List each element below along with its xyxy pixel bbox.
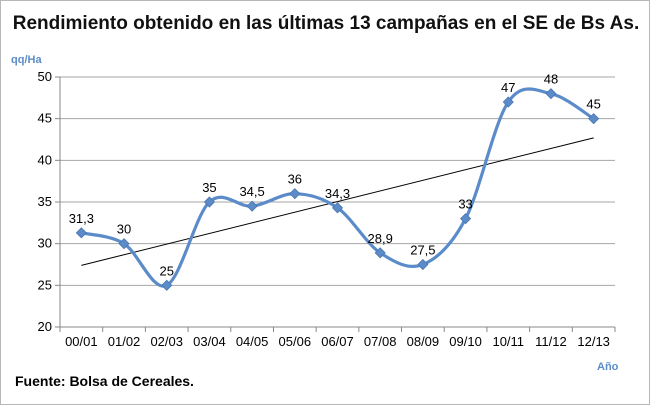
x-tick-07/08: 07/08 bbox=[364, 334, 397, 349]
x-tick-10/11: 10/11 bbox=[492, 334, 524, 349]
data-point-02/03 bbox=[161, 279, 173, 291]
data-label-12/13: 45 bbox=[586, 97, 600, 112]
data-label-05/06: 36 bbox=[288, 172, 302, 187]
y-tick-45: 45 bbox=[38, 111, 52, 126]
x-tick-03/04: 03/04 bbox=[193, 334, 226, 349]
x-tick-01/02: 01/02 bbox=[108, 334, 141, 349]
y-tick-20: 20 bbox=[38, 319, 52, 334]
data-label-08/09: 27,5 bbox=[410, 243, 435, 258]
chart-title: Rendimiento obtenido en las últimas 13 c… bbox=[12, 13, 640, 34]
x-tick-11/12: 11/12 bbox=[535, 334, 567, 349]
data-point-12/13 bbox=[588, 113, 600, 125]
data-point-06/07 bbox=[331, 202, 344, 214]
x-tick-09/10: 09/10 bbox=[449, 334, 482, 349]
axes bbox=[55, 76, 616, 332]
x-axis-label: Año bbox=[597, 361, 619, 373]
data-label-02/03: 25 bbox=[159, 263, 173, 278]
data-point-09/10 bbox=[460, 213, 472, 225]
y-tick-25: 25 bbox=[38, 277, 52, 292]
y-tick-35: 35 bbox=[38, 194, 52, 209]
x-tick-06/07: 06/07 bbox=[321, 334, 354, 349]
data-point-03/04 bbox=[203, 196, 215, 208]
y-tick-40: 40 bbox=[38, 152, 52, 167]
x-tick-12/13: 12/13 bbox=[577, 334, 610, 349]
data-point-01/02 bbox=[118, 238, 130, 250]
data-point-11/12 bbox=[545, 88, 557, 100]
data-label-04/05: 34,5 bbox=[239, 184, 264, 199]
x-tick-00/01: 00/01 bbox=[65, 334, 98, 349]
data-label-00/01: 31,3 bbox=[69, 211, 94, 226]
data-labels: 31,3 30 25 35 34,5 36 34,3 28,9 27,5 33 47 48 45 bbox=[69, 72, 601, 279]
data-point-07/08 bbox=[374, 247, 386, 259]
x-tick-05/06: 05/06 bbox=[279, 334, 312, 349]
x-tick-02/03: 02/03 bbox=[150, 334, 183, 349]
x-tick-08/09: 08/09 bbox=[407, 334, 440, 349]
data-label-10/11: 47 bbox=[501, 80, 515, 95]
data-point-05/06 bbox=[289, 188, 301, 200]
trendline bbox=[81, 137, 594, 266]
y-tick-50: 50 bbox=[38, 69, 52, 84]
data-label-03/04: 35 bbox=[202, 180, 216, 195]
x-tick-labels: 00/01 01/02 02/03 03/04 04/05 05/06 06/07 07/08… bbox=[65, 334, 610, 349]
data-label-06/07: 34,3 bbox=[325, 186, 350, 201]
series-group bbox=[75, 87, 600, 291]
data-point-08/09 bbox=[417, 258, 429, 271]
x-tick-04/05: 04/05 bbox=[236, 334, 269, 349]
source-note: Fuente: Bolsa de Cereales. bbox=[15, 373, 194, 389]
data-label-11/12: 48 bbox=[544, 72, 558, 87]
data-label-07/08: 28,9 bbox=[368, 231, 393, 246]
data-label-09/10: 33 bbox=[458, 197, 472, 212]
y-axis-label: qq/Ha bbox=[11, 54, 42, 66]
data-point-00/01 bbox=[75, 227, 87, 239]
y-tick-labels: 20 25 30 35 40 45 50 bbox=[38, 69, 52, 334]
data-point-04/05 bbox=[246, 200, 258, 212]
y-tick-30: 30 bbox=[38, 236, 52, 251]
trendline-group bbox=[81, 137, 594, 266]
data-point-10/11 bbox=[502, 96, 514, 108]
data-label-01/02: 30 bbox=[117, 222, 131, 237]
